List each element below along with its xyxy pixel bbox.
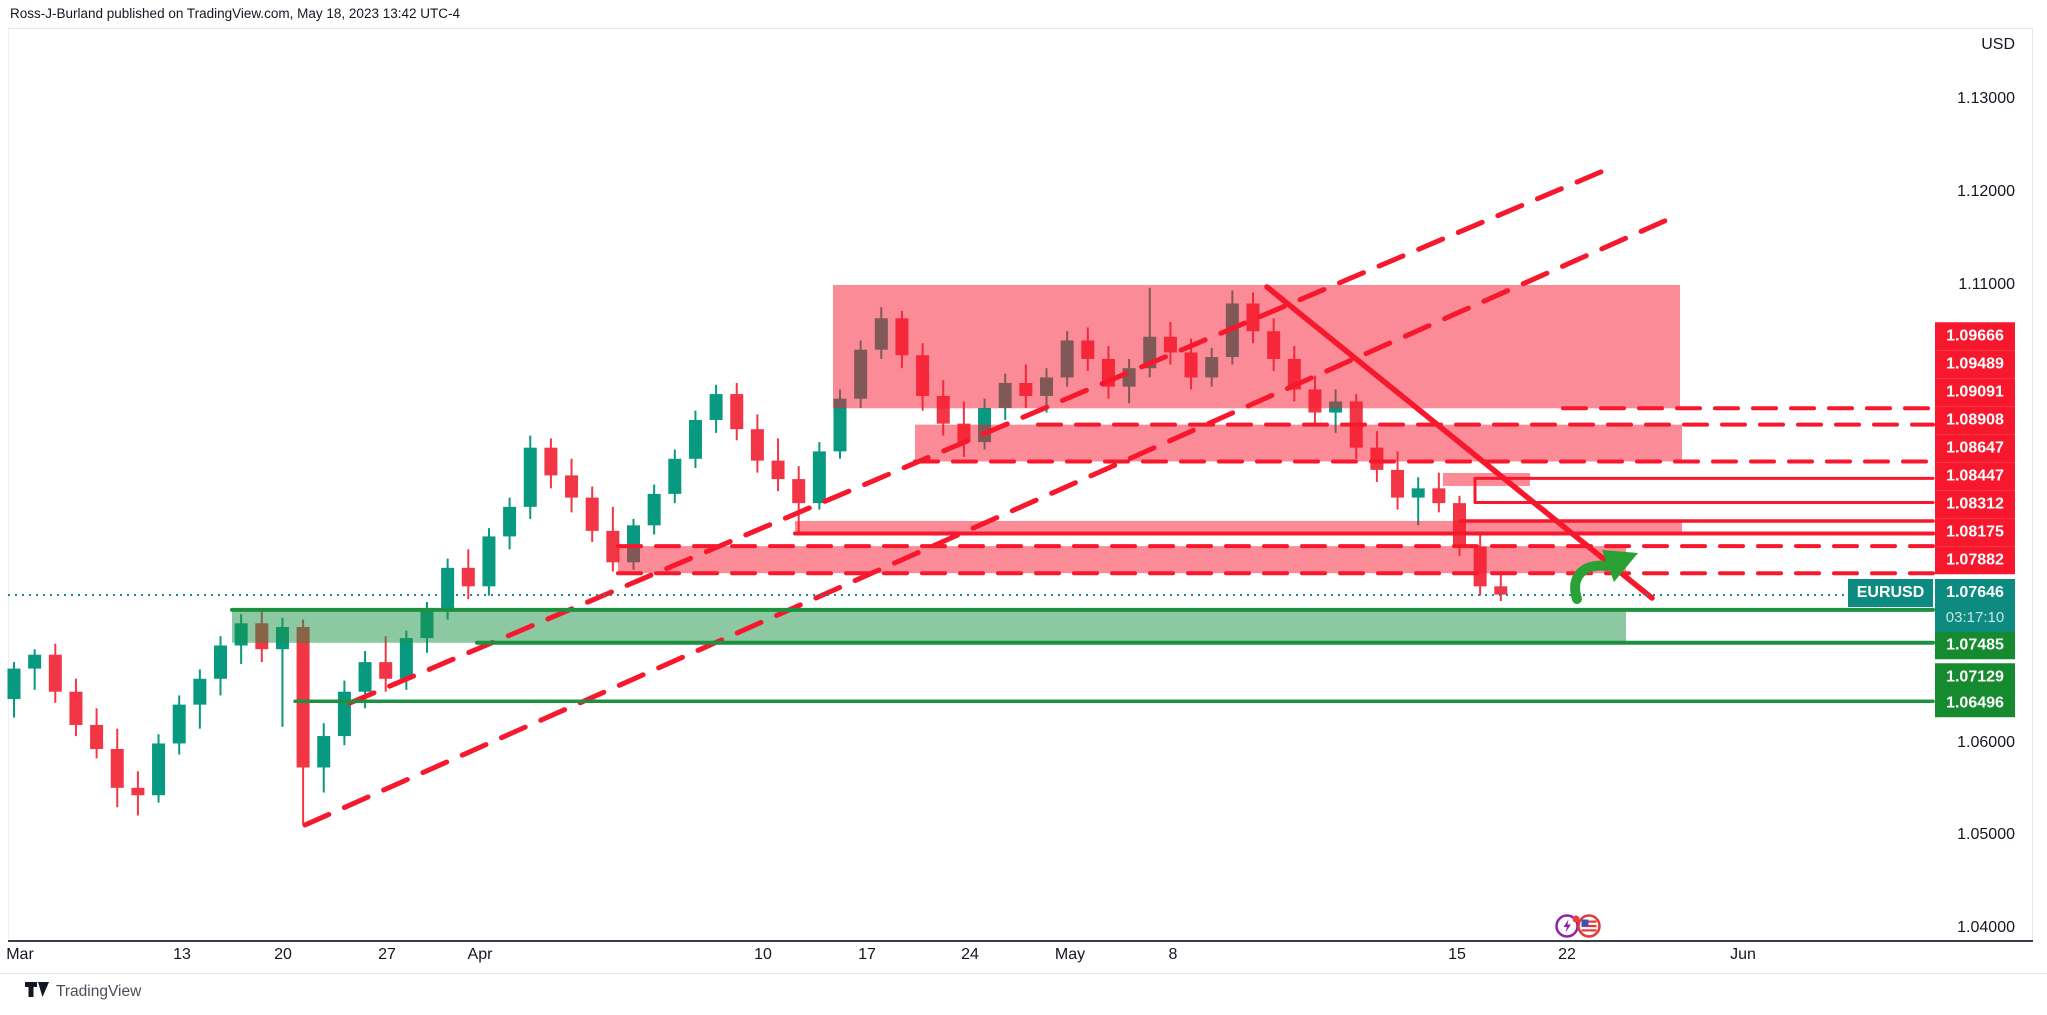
candle-body [647, 493, 661, 526]
resistance-price-label: 1.08908 [1935, 406, 2015, 434]
us-flag-icon[interactable] [1577, 914, 1601, 938]
bounce-arrow-tail [1570, 560, 1612, 604]
candle-body [565, 475, 579, 498]
candle-body [379, 662, 393, 679]
ascending-dashed-lower [302, 212, 1681, 828]
candle-body [152, 743, 166, 796]
time-tick-label: 13 [173, 946, 191, 963]
candle-body [48, 654, 62, 692]
time-tick-label: 15 [1448, 946, 1466, 963]
candle-body [214, 645, 227, 679]
attribution-text: Ross-J-Burland published on TradingView.… [10, 6, 460, 21]
tradingview-watermark[interactable]: TradingView [25, 982, 141, 1002]
calendar-event-icons[interactable] [1552, 910, 1616, 942]
price-tick-label: 1.06000 [1957, 734, 2015, 751]
time-tick-label: 17 [858, 946, 876, 963]
time-tick-label: May [1054, 946, 1086, 963]
time-tick-label: 22 [1558, 946, 1576, 963]
time-tick-label: 8 [1168, 946, 1178, 963]
candle-body [1391, 469, 1405, 498]
current-price-value: 1.07646 [1946, 584, 2004, 601]
candle-body [771, 460, 785, 480]
candle-body [69, 691, 83, 725]
candle-body [812, 451, 826, 504]
symbol-label: EURUSD [1848, 579, 1933, 607]
candle-body [688, 419, 702, 459]
price-tick-label: USD [1981, 36, 2015, 53]
candle-body [544, 447, 558, 476]
supply-zone-upper [833, 285, 1680, 409]
candle-body [585, 497, 599, 531]
price-tick-label: 1.13000 [1957, 90, 2015, 107]
candle-body [110, 748, 124, 788]
supply-zone-4 [618, 546, 1626, 574]
resistance-price-label: 1.08647 [1935, 434, 2015, 462]
chart-plot-area[interactable] [8, 28, 2033, 941]
supply-zone-3 [795, 520, 1682, 534]
candle-body [7, 668, 21, 700]
candle-body [1494, 586, 1508, 595]
resistance-price-label: 1.09489 [1935, 350, 2015, 378]
candle-body [337, 691, 351, 737]
time-tick-label: Mar [6, 946, 34, 963]
candle-body [833, 398, 847, 452]
tradingview-logo-icon [25, 982, 49, 997]
support-price-label: 1.07129 [1935, 663, 2015, 691]
candle-body [399, 638, 413, 679]
support-price-label: 1.06496 [1935, 689, 2015, 717]
candle-body [482, 536, 496, 587]
candle-body [28, 654, 42, 669]
candle-body [709, 394, 723, 420]
candle-body [461, 567, 475, 587]
candle-body [1432, 488, 1446, 504]
resistance-price-label: 1.08175 [1935, 518, 2015, 546]
supply-zone-2 [915, 424, 1682, 462]
candle-body [193, 678, 207, 705]
time-tick-label: 27 [378, 946, 396, 963]
time-tick-label: 10 [754, 946, 772, 963]
price-tick-label: 1.12000 [1957, 183, 2015, 200]
candle-body [606, 530, 620, 563]
candle-body [317, 736, 331, 768]
ascending-dashed-upper [347, 168, 1606, 706]
current-price-label: 1.07646 03:17:10 [1935, 579, 2015, 632]
candle-body [523, 447, 537, 507]
support-price-label: 1.07485 [1935, 631, 2015, 659]
tradingview-brand-text: TradingView [56, 983, 142, 1000]
price-tick-label: 1.04000 [1957, 919, 2015, 936]
candle-body [792, 479, 806, 504]
time-tick-label: 24 [961, 946, 979, 963]
candle-body [90, 724, 104, 749]
resistance-price-label: 1.08447 [1935, 462, 2015, 490]
resistance-price-label: 1.07882 [1935, 546, 2015, 574]
economic-event-icon[interactable] [1555, 914, 1580, 938]
candle-body [296, 626, 310, 768]
candle-body [668, 458, 682, 494]
price-tick-label: 1.11000 [1958, 276, 2015, 293]
resistance-price-label: 1.09666 [1935, 322, 2015, 350]
demand-zone [232, 609, 1626, 643]
footer-divider [0, 973, 2047, 974]
time-axis-border [8, 940, 2033, 942]
time-tick-label: Apr [467, 946, 493, 963]
candle-body [441, 567, 455, 611]
candle-body [750, 429, 764, 461]
candle-body [358, 662, 372, 692]
candle-body [131, 787, 145, 796]
bounce-arrow-head [1602, 550, 1638, 582]
time-tick-label: 20 [274, 946, 292, 963]
time-tick-label: Jun [1730, 946, 1756, 963]
price-tick-label: 1.05000 [1957, 826, 2015, 843]
candle-body [730, 394, 744, 430]
candle-body [172, 704, 186, 744]
resistance-price-label: 1.09091 [1935, 378, 2015, 406]
candle-body [1411, 488, 1425, 498]
resistance-price-label: 1.08312 [1935, 490, 2015, 518]
bar-countdown-timer: 03:17:10 [1945, 609, 2005, 626]
candle-body [503, 506, 517, 537]
